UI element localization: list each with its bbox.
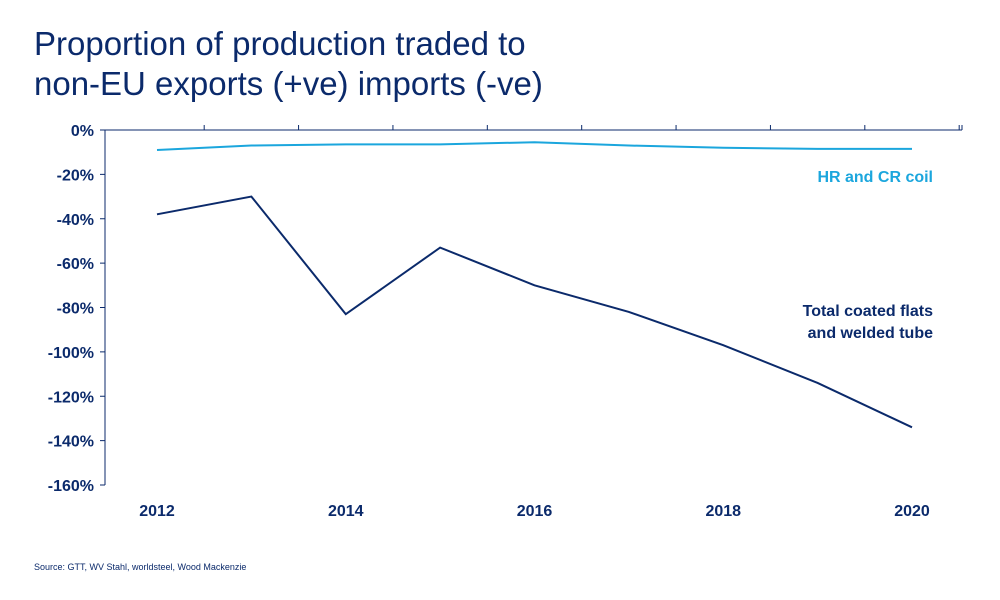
series-line-hr-cr-coil	[156, 141, 912, 151]
x-tick-label: 2016	[517, 503, 553, 520]
series-label: and welded tube	[808, 325, 933, 342]
chart-title: Proportion of production traded to non-E…	[34, 24, 734, 104]
source-note: Source: GTT, WV Stahl, worldsteel, Wood …	[34, 562, 247, 572]
y-tick-label: -140%	[48, 434, 94, 451]
x-tick-label: 2018	[705, 503, 741, 520]
y-tick-label: 0%	[71, 123, 94, 140]
series-label: Total coated flats	[803, 303, 933, 320]
x-tick-label: 2020	[894, 503, 930, 520]
y-tick-label: -160%	[48, 478, 94, 495]
chart-title-line-1: Proportion of production traded to	[34, 25, 526, 62]
y-tick-label: -120%	[48, 389, 94, 406]
series-line-coated-flats-welded-tube	[156, 195, 913, 429]
y-tick-label: -20%	[57, 167, 94, 184]
chart-title-line-2: non-EU exports (+ve) imports (-ve)	[34, 65, 543, 102]
y-tick-label: -100%	[48, 345, 94, 362]
x-tick-label: 2014	[328, 503, 364, 520]
series-label: HR and CR coil	[817, 169, 933, 186]
y-tick-label: -40%	[57, 212, 94, 229]
y-tick-label: -80%	[57, 301, 94, 318]
y-tick-label: -60%	[57, 256, 94, 273]
x-tick-label: 2012	[139, 503, 175, 520]
